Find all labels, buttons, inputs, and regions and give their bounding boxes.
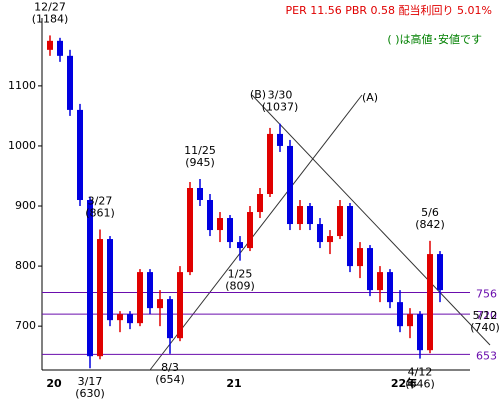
candle-body xyxy=(157,299,163,309)
candle-body xyxy=(127,314,133,324)
y-tick-label: 1100 xyxy=(8,79,36,92)
annotation-date: 5/12 xyxy=(473,309,498,322)
y-tick-label: 900 xyxy=(15,199,36,212)
annotation-date: 3/27 xyxy=(88,194,113,207)
candle-body xyxy=(177,272,183,339)
x-tick-label: 20 xyxy=(46,377,62,390)
candle-body xyxy=(87,200,93,357)
annotation-date: 11/25 xyxy=(184,144,216,157)
candle-body xyxy=(167,299,173,339)
annotation-value: (1184) xyxy=(32,12,69,25)
candle-body xyxy=(307,206,313,225)
annotation-date: 12/27 xyxy=(34,0,66,13)
candle-body xyxy=(277,133,283,146)
candle-body xyxy=(397,302,403,327)
candle-body xyxy=(227,218,233,243)
candle-body xyxy=(217,218,223,231)
annotation-value: (630) xyxy=(75,387,105,400)
candle-body xyxy=(267,133,273,195)
level-label: 653 xyxy=(476,349,497,362)
candle-body xyxy=(77,109,83,201)
annotation-date: 8/3 xyxy=(161,361,179,374)
candle-body xyxy=(427,254,433,351)
chart-title: PER 11.56 PBR 0.58 配当利回り 5.01% xyxy=(286,3,492,17)
candle-body xyxy=(67,55,73,110)
candle-body xyxy=(357,248,363,267)
note: ( )は高値･安値です xyxy=(387,32,482,46)
candle-body xyxy=(147,272,153,309)
trend-label: (A) xyxy=(362,91,378,104)
y-tick-label: 700 xyxy=(15,319,36,332)
candle-body xyxy=(287,145,293,225)
candle-body xyxy=(237,242,243,249)
candle-body xyxy=(347,206,353,267)
candle-body xyxy=(97,239,103,357)
y-tick-label: 800 xyxy=(15,259,36,272)
level-label: 756 xyxy=(476,288,497,301)
annotation-date: 3/30 xyxy=(268,89,293,102)
candle-body xyxy=(107,239,113,321)
candle-body xyxy=(377,272,383,291)
candle-body xyxy=(137,272,143,324)
level-label: 720 xyxy=(476,309,497,322)
candle-body xyxy=(117,314,123,321)
candle-body xyxy=(247,212,253,249)
candle-body xyxy=(417,314,423,351)
candle-body xyxy=(197,187,203,201)
annotation-value: (861) xyxy=(85,206,115,219)
candle-body xyxy=(327,236,333,243)
candle-body xyxy=(57,40,63,56)
annotation-date: 1/25 xyxy=(228,268,253,281)
candle-body xyxy=(187,187,193,273)
annotation-date: 4/12 xyxy=(408,366,433,379)
x-tick-label: 22年 xyxy=(391,376,417,390)
candle-body xyxy=(367,248,373,291)
candle-body xyxy=(47,40,53,50)
annotation-value: (809) xyxy=(225,280,255,293)
annotation-value: (654) xyxy=(155,373,185,386)
candle-body xyxy=(437,254,443,291)
annotation-value: (842) xyxy=(415,218,445,231)
candle-body xyxy=(257,194,263,213)
candle-body xyxy=(337,206,343,237)
x-tick-label: 21 xyxy=(226,377,241,390)
trend-label: (B) xyxy=(250,88,266,101)
candle-body xyxy=(317,224,323,243)
candle-body xyxy=(387,272,393,303)
candle-body xyxy=(297,206,303,225)
trend-line-a xyxy=(149,94,363,371)
annotation-value: (740) xyxy=(470,321,500,334)
annotation-value: (1037) xyxy=(262,101,299,114)
y-tick-label: 1000 xyxy=(8,139,36,152)
annotation-value: (646) xyxy=(405,378,435,391)
candle-body xyxy=(407,314,413,327)
annotation-date: 5/6 xyxy=(421,206,439,219)
trend-line-b xyxy=(251,94,491,346)
candle-body xyxy=(207,200,213,231)
annotation-date: 3/17 xyxy=(78,375,103,388)
annotation-value: (945) xyxy=(185,156,215,169)
